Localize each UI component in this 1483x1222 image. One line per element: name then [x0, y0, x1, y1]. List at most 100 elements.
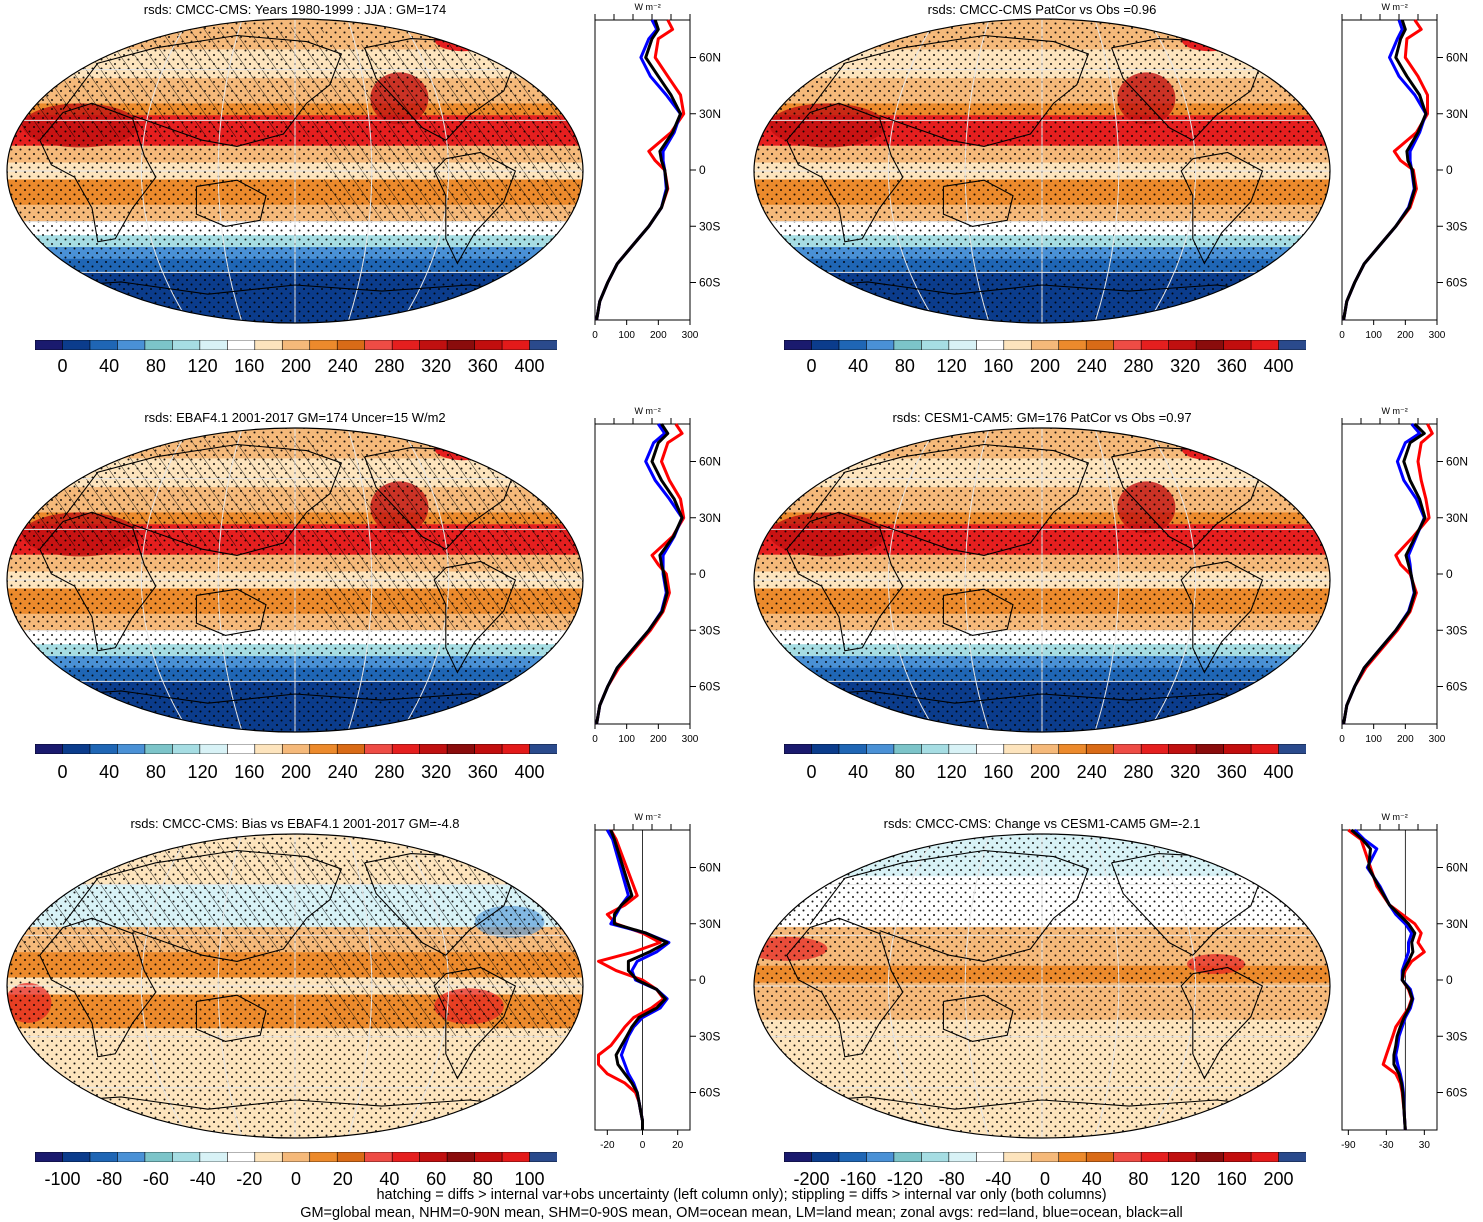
zonal-lat-label: 30N — [1446, 917, 1468, 931]
colorbar-tick-label: 40 — [379, 1169, 400, 1189]
map-border — [753, 18, 1331, 324]
colorbar-swatch — [1223, 1152, 1252, 1162]
coastline — [433, 151, 517, 265]
colorbar-swatch — [117, 744, 146, 754]
hatching — [324, 453, 583, 631]
coastline — [809, 34, 1090, 147]
colorbar-swatch — [784, 1152, 813, 1162]
coastline — [942, 588, 1014, 636]
colorbar-tick-label: 80 — [472, 1169, 493, 1189]
colorbar-swatch — [838, 744, 868, 754]
map-title: rsds: CMCC-CMS: Years 1980-1999 : JJA : … — [143, 2, 447, 17]
graticule-meridian — [964, 19, 990, 323]
colorbar-swatch — [474, 340, 503, 350]
map — [6, 18, 584, 324]
map-title: rsds: CMCC-CMS: Change vs CESM1-CAM5 GM=… — [883, 816, 1201, 831]
map-title: rsds: CMCC-CMS: Bias vs EBAF4.1 2001-201… — [130, 816, 460, 831]
colorbar-tick-label: 40 — [1081, 1169, 1102, 1189]
colorbar-swatch — [446, 340, 476, 350]
map — [753, 18, 1331, 324]
colorbar-swatch — [199, 340, 229, 350]
zonal-lat-label: 60N — [699, 861, 721, 875]
colorbar-swatch — [921, 1152, 950, 1162]
coastlines — [780, 443, 1304, 704]
zonal-lat-label: 60N — [699, 455, 721, 469]
colorbar-swatch — [838, 340, 868, 350]
colorbar-swatch — [893, 340, 923, 350]
colorbar-tick-label: 400 — [1263, 762, 1294, 782]
zonal-x-label: 0 — [592, 330, 598, 341]
zonal-mean-plot: W m⁻² 60N 30N 0 30S 60S 0 100 200 300 — [1339, 406, 1468, 745]
colorbar — [784, 744, 1306, 754]
zonal-lat-label: 30N — [1446, 107, 1468, 121]
colorbar-swatch — [446, 1152, 476, 1162]
colorbar-swatch — [811, 340, 840, 350]
graticule-meridian — [400, 19, 449, 323]
graticule-meridian — [347, 19, 373, 323]
colorbar-tick-label: 400 — [514, 356, 545, 376]
caption-line-1: hatching = diffs > internal var+obs unce… — [376, 1187, 1107, 1203]
graticule-meridian — [141, 428, 190, 732]
coastline — [39, 917, 157, 1058]
coastline — [780, 281, 1304, 295]
colorbar-swatch — [866, 744, 895, 754]
zonal-lat-label: 30S — [699, 623, 720, 637]
colorbar-tick-label: 100 — [514, 1169, 545, 1189]
graticule-meridian — [1094, 19, 1120, 323]
hatching — [324, 44, 583, 222]
colorbar-swatch — [976, 1152, 1005, 1162]
colorbar-swatch — [62, 340, 91, 350]
coastline — [809, 443, 1090, 556]
colorbar-tick-label: 280 — [374, 356, 405, 376]
map-border — [6, 427, 584, 733]
zonal-series-ocean — [595, 423, 684, 725]
zonal-lat-label: 0 — [1446, 973, 1453, 987]
graticule-meridian — [1094, 834, 1120, 1138]
colorbar-tick-label: 320 — [1170, 762, 1201, 782]
zonal-x-label: 0 — [1339, 330, 1345, 341]
colorbar-swatch — [1003, 1152, 1032, 1162]
colorbar-tick-label: 60 — [426, 1169, 447, 1189]
zonal-series-land — [595, 423, 686, 725]
colorbar-swatch — [866, 340, 895, 350]
colorbar-swatch — [1278, 744, 1306, 754]
colorbar-tick-label: 80 — [1128, 1169, 1149, 1189]
colorbar-tick-label: -200 — [793, 1169, 830, 1189]
coastline — [780, 690, 1304, 704]
colorbar-swatch — [1085, 340, 1115, 350]
zonal-lat-label: 0 — [699, 567, 706, 581]
colorbar-swatch — [89, 1152, 119, 1162]
map-title: rsds: CMCC-CMS PatCor vs Obs =0.96 — [927, 2, 1157, 17]
zonal-lat-label: 30S — [699, 1029, 720, 1043]
zonal-x-label: 0 — [592, 734, 598, 745]
coastline — [62, 443, 343, 556]
zonal-x-label: -30 — [1379, 1140, 1394, 1151]
zonal-series-land — [597, 829, 666, 1130]
hatching — [324, 859, 583, 1037]
colorbar-swatch — [172, 744, 201, 754]
colorbar-swatch — [1113, 744, 1142, 754]
zonal-mean-plot: W m⁻² 60N 30N 0 30S 60S 0 100 200 300 — [592, 406, 721, 745]
colorbar-swatch — [1195, 340, 1225, 350]
colorbar-swatch — [1058, 744, 1087, 754]
graticule — [754, 19, 1330, 323]
colorbar-swatch — [1085, 744, 1115, 754]
colorbar-tick-label: 320 — [421, 356, 452, 376]
colorbar-tick-label: 120 — [1170, 1169, 1201, 1189]
colorbar-tick-label: 40 — [99, 762, 120, 782]
colorbar-tick-label: 0 — [57, 762, 68, 782]
colorbar-swatch — [309, 340, 338, 350]
zonal-lat-label: 30N — [699, 511, 721, 525]
zonal-series-ocean — [1353, 828, 1415, 1131]
colorbar-labels: 0 40 80 120 160 200 240 280 320 360 400 — [784, 762, 1306, 784]
colorbar-tick-label: 200 — [1029, 356, 1061, 376]
colorbar-swatch — [474, 744, 503, 754]
zonal-frame — [594, 19, 691, 321]
zonal-lat-label: 60N — [1446, 51, 1468, 65]
zonal-x-label: 200 — [650, 330, 667, 341]
colorbar-tick-label: 280 — [374, 762, 405, 782]
zonal-x-label: 100 — [618, 734, 635, 745]
coastline — [195, 588, 267, 636]
colorbar-swatch — [529, 744, 557, 754]
zonal-lat-label: 60S — [1446, 1086, 1467, 1100]
